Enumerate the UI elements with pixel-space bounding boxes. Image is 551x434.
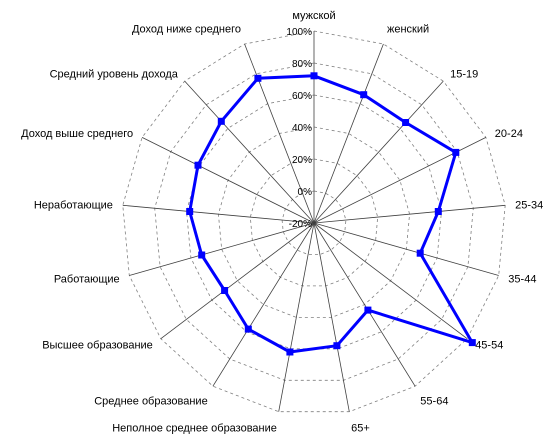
data-point <box>416 249 424 257</box>
category-label: 15-19 <box>450 69 478 81</box>
category-label: 45-54 <box>475 340 503 352</box>
category-label: Неработающие <box>34 199 113 211</box>
data-point <box>217 117 225 125</box>
category-label: Среднее образование <box>94 396 207 408</box>
spoke-line <box>141 137 315 224</box>
category-label: Работающие <box>54 273 120 285</box>
spoke-line <box>313 222 468 340</box>
category-label: Доход ниже среднего <box>132 24 241 36</box>
data-point <box>198 251 206 259</box>
series-line <box>188 74 474 354</box>
category-label: 20-24 <box>495 128 523 140</box>
grid-ring <box>249 158 379 287</box>
category-label: Неполное среднее образование <box>112 423 277 434</box>
tick-label: 80% <box>292 59 312 70</box>
spoke-line <box>160 222 315 340</box>
tick-label: 60% <box>292 91 312 102</box>
tick-label: -20% <box>289 219 312 230</box>
category-label: 55-64 <box>420 396 448 408</box>
data-point <box>286 348 294 356</box>
spoke-line <box>212 222 315 387</box>
tick-label: 20% <box>292 155 312 166</box>
category-label: 65+ <box>351 423 370 434</box>
spoke-line <box>313 222 499 276</box>
spoke-line <box>313 80 444 224</box>
spoke-line <box>129 222 315 276</box>
data-point <box>254 74 262 82</box>
tick-label: 0% <box>298 187 313 198</box>
category-label: 35-44 <box>508 273 536 285</box>
spoke-line <box>184 80 315 224</box>
category-label: мужской <box>292 10 335 22</box>
spoke-line <box>122 204 315 224</box>
category-label: Высшее образование <box>42 340 153 352</box>
radar-grid <box>122 30 506 413</box>
grid-ring <box>122 30 506 413</box>
spoke-line <box>313 204 506 224</box>
data-point <box>468 339 476 347</box>
data-point <box>434 208 442 215</box>
radar-spokes <box>122 31 506 412</box>
data-point <box>364 306 372 314</box>
grid-ring <box>186 94 442 350</box>
data-point <box>452 148 460 156</box>
spoke-line <box>278 222 315 412</box>
category-label: 25-34 <box>515 199 543 211</box>
data-point <box>221 287 229 294</box>
data-point <box>194 161 202 169</box>
data-point <box>333 342 341 350</box>
spoke-line <box>313 43 384 224</box>
data-point <box>310 72 318 80</box>
data-point <box>402 119 410 126</box>
data-point <box>360 91 368 99</box>
radial-tick-labels: -20% 0% 20% 40% 60% 80% 100% <box>286 27 312 230</box>
category-label: Средний уровень дохода <box>50 69 179 81</box>
category-labels: мужской женский 15-19 20-24 25-34 35-44 45-54 5… <box>21 10 543 434</box>
spoke-line <box>313 222 416 387</box>
data-point <box>244 325 252 333</box>
data-point <box>186 208 194 215</box>
tick-label: 100% <box>286 27 312 38</box>
spoke-line <box>244 43 315 224</box>
spoke-line <box>313 137 487 224</box>
tick-label: 40% <box>292 123 312 134</box>
grid-ring <box>217 126 411 318</box>
spoke-line <box>313 222 350 412</box>
category-label: Доход выше среднего <box>21 128 133 140</box>
category-label: женский <box>387 24 429 36</box>
series-layer <box>186 72 476 356</box>
grid-ring <box>154 62 474 381</box>
